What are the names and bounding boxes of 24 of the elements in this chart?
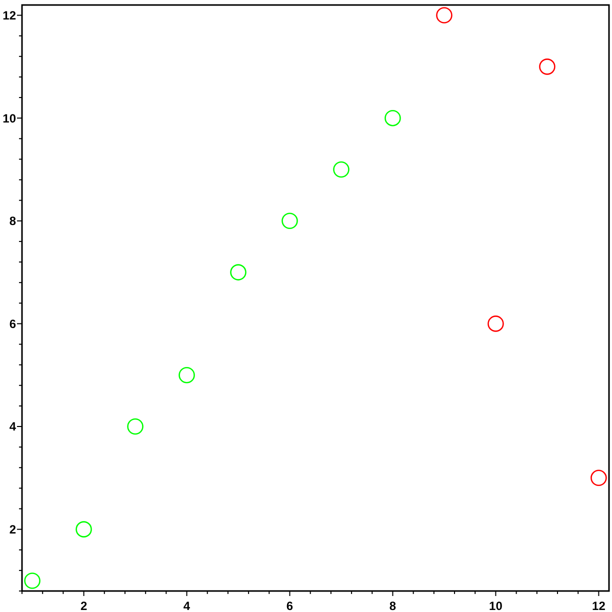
y-tick-label: 4 [9,420,16,434]
point [590,470,607,486]
x-tick-label: 12 [592,599,606,612]
point [333,161,350,178]
point [282,212,298,230]
y-tick-label: 8 [9,214,16,228]
y-tick-label: 10 [2,111,16,126]
x-tick-label: 6 [286,599,294,612]
point [178,366,195,384]
x-tick-label: 10 [489,599,503,612]
x-tick-label: 8 [389,599,396,612]
x-tick-label: 2 [80,599,88,612]
y-tick-label: 6 [9,316,16,331]
x-tick-label: 4 [183,599,190,612]
point [384,110,401,126]
y-tick-label: 12 [2,8,16,22]
point [488,316,504,332]
point [76,521,92,538]
point [127,418,144,435]
y-tick-label: 2 [9,522,16,537]
point [539,58,556,75]
point [24,572,40,589]
point [230,264,246,280]
point [436,7,452,24]
